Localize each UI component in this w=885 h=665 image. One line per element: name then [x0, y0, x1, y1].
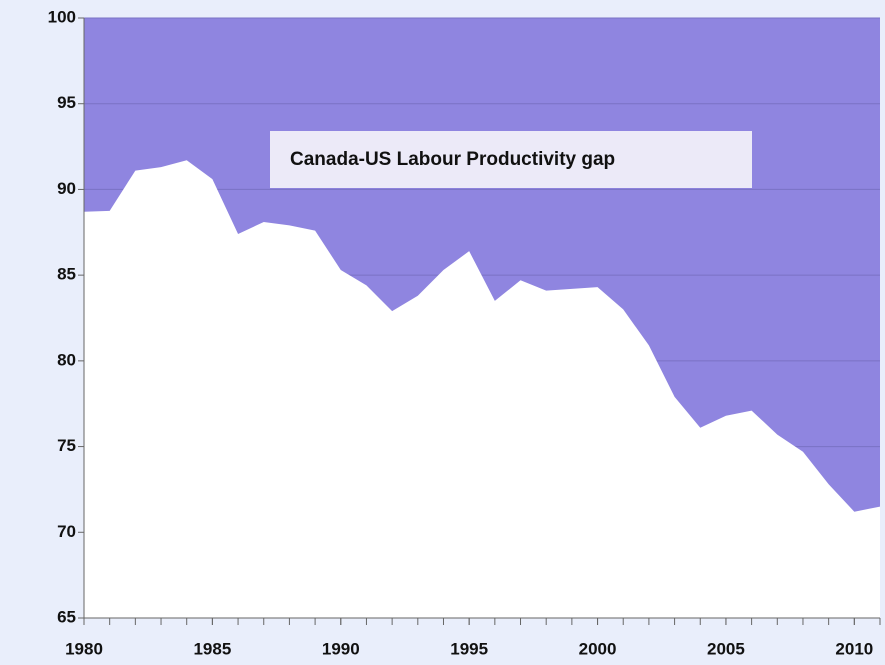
x-tick-label: 2005	[707, 639, 745, 658]
area	[84, 160, 880, 619]
x-tick-label: 2000	[579, 639, 617, 658]
y-tick-label: 90	[57, 179, 76, 198]
y-tick-label: 100	[48, 7, 76, 26]
y-tick-label: 65	[57, 607, 76, 626]
x-tick-label: 1990	[322, 639, 360, 658]
y-tick-label: 80	[57, 350, 76, 369]
x-tick-label: 2010	[835, 639, 873, 658]
y-tick-label: 75	[57, 436, 76, 455]
y-tick-label: 70	[57, 522, 76, 541]
y-tick-label: 95	[57, 93, 76, 112]
annotation-box	[270, 131, 752, 188]
x-tick-label: 1980	[65, 639, 103, 658]
x-tick-label: 1995	[450, 639, 488, 658]
x-tick-label: 1985	[193, 639, 231, 658]
y-tick-label: 85	[57, 265, 76, 284]
annotation: Canada-US Labour Productivity gap	[290, 149, 615, 170]
